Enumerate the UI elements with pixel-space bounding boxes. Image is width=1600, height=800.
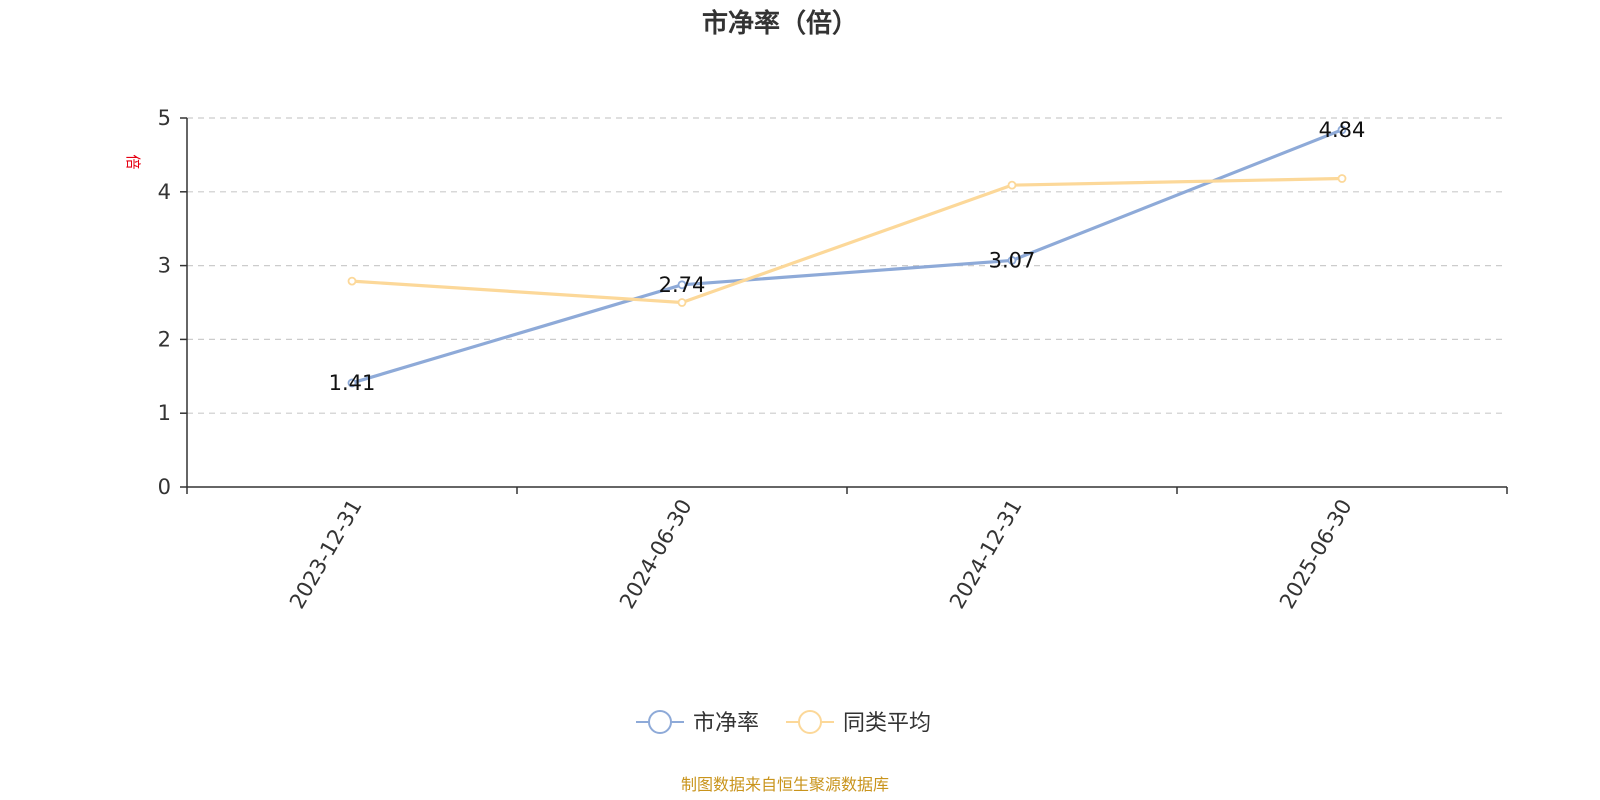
series-line-1 xyxy=(351,176,1343,305)
data-label: 4.84 xyxy=(1319,118,1366,142)
chart-title: 市净率（倍） xyxy=(702,8,858,39)
series-point-1[interactable] xyxy=(677,298,687,307)
x-axis: 2023-12-31 2024-06-30 2024-12-31 2025-06-30 xyxy=(186,486,1508,613)
y-axis-unit-label: 倍 xyxy=(124,154,142,169)
y-tick-label: 1 xyxy=(158,401,171,425)
y-tick-label: 2 xyxy=(158,327,171,351)
data-label: 3.07 xyxy=(989,248,1036,272)
series-point-0[interactable] xyxy=(347,378,357,388)
y-tick-label: 3 xyxy=(158,254,171,278)
series-point-0[interactable] xyxy=(1337,125,1347,135)
x-tick-label: 2024-12-31 xyxy=(945,495,1027,613)
data-label: 1.41 xyxy=(329,371,376,395)
series-point-1[interactable] xyxy=(347,276,357,286)
footer-source: 制图数据来自恒生聚源数据库 xyxy=(681,775,889,794)
legend-marker xyxy=(648,710,672,734)
x-tick-label: 2023-12-31 xyxy=(285,495,367,613)
series-point-1[interactable] xyxy=(1337,174,1347,183)
legend-marker xyxy=(798,710,822,734)
series-layer xyxy=(347,125,1347,388)
series-point-0[interactable] xyxy=(1007,256,1017,265)
series-line-0 xyxy=(351,128,1343,385)
x-tick-label: 2025-06-30 xyxy=(1275,495,1357,613)
legend[interactable]: 市净率 同类平均 xyxy=(636,710,931,736)
grid-lines xyxy=(187,117,1507,414)
y-tick-label: 5 xyxy=(158,106,171,130)
legend-item-0[interactable]: 市净率 xyxy=(636,710,759,736)
series-point-0[interactable] xyxy=(677,280,687,290)
legend-item-1[interactable]: 同类平均 xyxy=(786,710,931,736)
series-point-1[interactable] xyxy=(1007,180,1017,190)
y-axis: 0 1 2 3 4 5 xyxy=(158,106,188,499)
data-labels: 1.41 2.74 3.07 4.84 xyxy=(329,118,1366,395)
x-tick-label: 2024-06-30 xyxy=(615,495,697,613)
y-tick-label: 4 xyxy=(158,180,171,204)
legend-label: 市净率 xyxy=(693,711,759,736)
legend-label: 同类平均 xyxy=(843,711,931,736)
y-tick-label: 0 xyxy=(158,475,171,499)
data-label: 2.74 xyxy=(659,273,706,297)
